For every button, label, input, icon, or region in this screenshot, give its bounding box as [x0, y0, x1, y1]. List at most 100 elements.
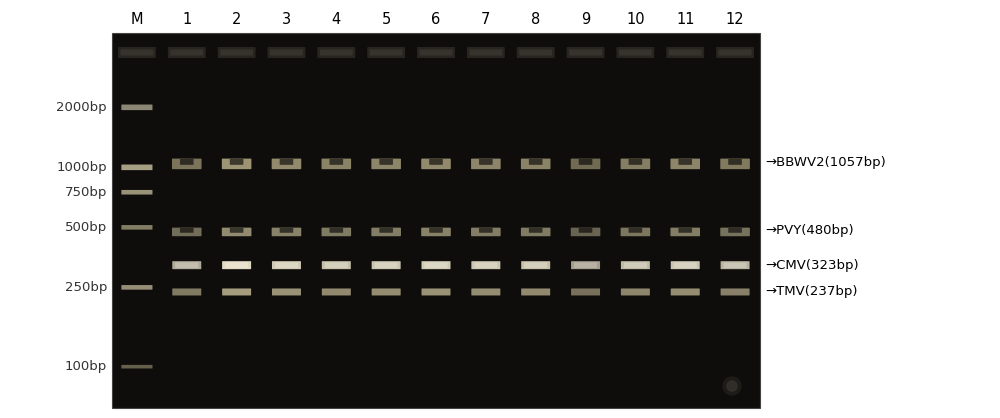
- FancyBboxPatch shape: [479, 228, 493, 233]
- FancyBboxPatch shape: [379, 159, 393, 165]
- FancyBboxPatch shape: [121, 165, 152, 170]
- Text: 5: 5: [382, 13, 391, 28]
- FancyBboxPatch shape: [629, 159, 642, 165]
- Text: 2000bp: 2000bp: [56, 101, 107, 114]
- FancyBboxPatch shape: [270, 49, 303, 56]
- Text: 8: 8: [531, 13, 540, 28]
- Text: 12: 12: [726, 13, 744, 28]
- FancyBboxPatch shape: [322, 261, 351, 269]
- FancyBboxPatch shape: [121, 104, 152, 110]
- FancyBboxPatch shape: [222, 158, 251, 169]
- FancyBboxPatch shape: [272, 261, 301, 269]
- FancyBboxPatch shape: [521, 261, 550, 269]
- Circle shape: [723, 377, 741, 395]
- FancyBboxPatch shape: [666, 47, 704, 58]
- FancyBboxPatch shape: [322, 288, 351, 296]
- FancyBboxPatch shape: [720, 158, 750, 169]
- FancyBboxPatch shape: [120, 49, 153, 56]
- FancyBboxPatch shape: [569, 49, 602, 56]
- Text: →CMV(323bp): →CMV(323bp): [765, 259, 859, 272]
- FancyBboxPatch shape: [517, 47, 555, 58]
- FancyBboxPatch shape: [624, 263, 647, 268]
- FancyBboxPatch shape: [519, 49, 552, 56]
- FancyBboxPatch shape: [521, 288, 550, 296]
- FancyBboxPatch shape: [678, 228, 692, 233]
- FancyBboxPatch shape: [422, 288, 450, 296]
- FancyBboxPatch shape: [225, 263, 248, 268]
- FancyBboxPatch shape: [421, 228, 451, 236]
- FancyBboxPatch shape: [220, 49, 253, 56]
- Text: 7: 7: [481, 13, 491, 28]
- FancyBboxPatch shape: [322, 158, 351, 169]
- FancyBboxPatch shape: [121, 225, 152, 229]
- FancyBboxPatch shape: [429, 228, 443, 233]
- FancyBboxPatch shape: [521, 228, 550, 236]
- Text: 1: 1: [182, 13, 191, 28]
- FancyBboxPatch shape: [670, 158, 700, 169]
- Text: 4: 4: [332, 13, 341, 28]
- FancyBboxPatch shape: [422, 261, 450, 269]
- FancyBboxPatch shape: [616, 47, 654, 58]
- Text: 1000bp: 1000bp: [56, 161, 107, 174]
- FancyBboxPatch shape: [574, 263, 597, 268]
- FancyBboxPatch shape: [372, 288, 401, 296]
- Text: 750bp: 750bp: [65, 186, 107, 199]
- FancyBboxPatch shape: [325, 263, 348, 268]
- Text: 2: 2: [232, 13, 241, 28]
- FancyBboxPatch shape: [322, 228, 351, 236]
- FancyBboxPatch shape: [420, 49, 452, 56]
- FancyBboxPatch shape: [370, 49, 403, 56]
- FancyBboxPatch shape: [222, 288, 251, 296]
- FancyBboxPatch shape: [571, 288, 600, 296]
- FancyBboxPatch shape: [230, 228, 243, 233]
- Bar: [112, 33, 760, 408]
- Circle shape: [727, 381, 737, 391]
- Text: 3: 3: [282, 13, 291, 28]
- FancyBboxPatch shape: [724, 263, 747, 268]
- Text: 500bp: 500bp: [65, 221, 107, 234]
- FancyBboxPatch shape: [474, 263, 497, 268]
- FancyBboxPatch shape: [317, 47, 355, 58]
- FancyBboxPatch shape: [469, 49, 502, 56]
- FancyBboxPatch shape: [471, 288, 500, 296]
- FancyBboxPatch shape: [621, 288, 650, 296]
- FancyBboxPatch shape: [529, 228, 542, 233]
- FancyBboxPatch shape: [425, 263, 447, 268]
- FancyBboxPatch shape: [172, 261, 201, 269]
- FancyBboxPatch shape: [479, 159, 493, 165]
- Text: 6: 6: [431, 13, 441, 28]
- FancyBboxPatch shape: [320, 49, 353, 56]
- FancyBboxPatch shape: [275, 263, 298, 268]
- FancyBboxPatch shape: [172, 288, 201, 296]
- Text: →TMV(237bp): →TMV(237bp): [765, 285, 858, 298]
- FancyBboxPatch shape: [521, 158, 550, 169]
- FancyBboxPatch shape: [720, 228, 750, 236]
- FancyBboxPatch shape: [367, 47, 405, 58]
- Text: 9: 9: [581, 13, 590, 28]
- FancyBboxPatch shape: [272, 158, 301, 169]
- Text: 11: 11: [676, 13, 694, 28]
- FancyBboxPatch shape: [670, 228, 700, 236]
- FancyBboxPatch shape: [619, 49, 652, 56]
- FancyBboxPatch shape: [669, 49, 702, 56]
- FancyBboxPatch shape: [417, 47, 455, 58]
- FancyBboxPatch shape: [571, 228, 600, 236]
- FancyBboxPatch shape: [175, 263, 198, 268]
- FancyBboxPatch shape: [678, 159, 692, 165]
- FancyBboxPatch shape: [280, 228, 293, 233]
- FancyBboxPatch shape: [674, 263, 697, 268]
- FancyBboxPatch shape: [728, 159, 742, 165]
- FancyBboxPatch shape: [172, 158, 202, 169]
- FancyBboxPatch shape: [567, 47, 604, 58]
- FancyBboxPatch shape: [121, 365, 152, 369]
- FancyBboxPatch shape: [471, 158, 501, 169]
- FancyBboxPatch shape: [375, 263, 398, 268]
- FancyBboxPatch shape: [621, 261, 650, 269]
- FancyBboxPatch shape: [218, 47, 256, 58]
- FancyBboxPatch shape: [222, 228, 251, 236]
- FancyBboxPatch shape: [671, 261, 700, 269]
- FancyBboxPatch shape: [429, 159, 443, 165]
- FancyBboxPatch shape: [268, 47, 305, 58]
- FancyBboxPatch shape: [467, 47, 505, 58]
- FancyBboxPatch shape: [579, 228, 592, 233]
